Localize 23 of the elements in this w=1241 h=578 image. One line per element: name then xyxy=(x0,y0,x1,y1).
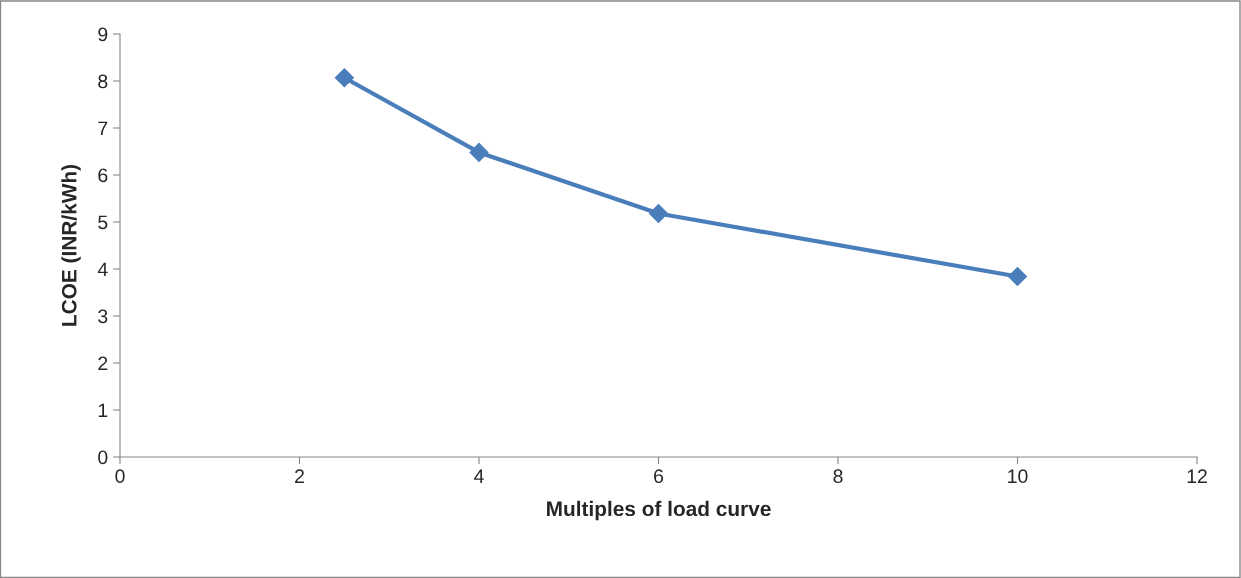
point xyxy=(1007,266,1028,287)
y-tick-label: 9 xyxy=(98,27,108,42)
y-tick-label: 2 xyxy=(98,356,108,371)
x-tick-label: 2 xyxy=(295,469,304,483)
y-tick-label: 0 xyxy=(98,450,108,465)
x-axis-title: Multiples of load curve xyxy=(547,500,771,521)
y-tick-label: 3 xyxy=(98,309,108,324)
point xyxy=(469,142,489,162)
point xyxy=(648,204,669,224)
y-tick-label: 7 xyxy=(98,121,108,136)
y-tick-label: 4 xyxy=(97,262,108,277)
y-tick-label: 6 xyxy=(98,168,108,183)
y-tick-label: 8 xyxy=(98,74,108,89)
y-axis-title: LCOE (INR/kWh) xyxy=(61,164,81,326)
y-tick-label: 1 xyxy=(98,403,108,418)
x-tick-label: 6 xyxy=(654,469,664,484)
x-tick-label: 8 xyxy=(833,469,843,484)
x-tick-label: 4 xyxy=(474,469,484,483)
y-tick-label: 5 xyxy=(98,215,108,230)
x-tick-label: 10 xyxy=(1008,469,1028,484)
x-tick-label: 12 xyxy=(1187,469,1207,483)
x-tick-label: 0 xyxy=(115,469,125,484)
point xyxy=(334,68,354,88)
